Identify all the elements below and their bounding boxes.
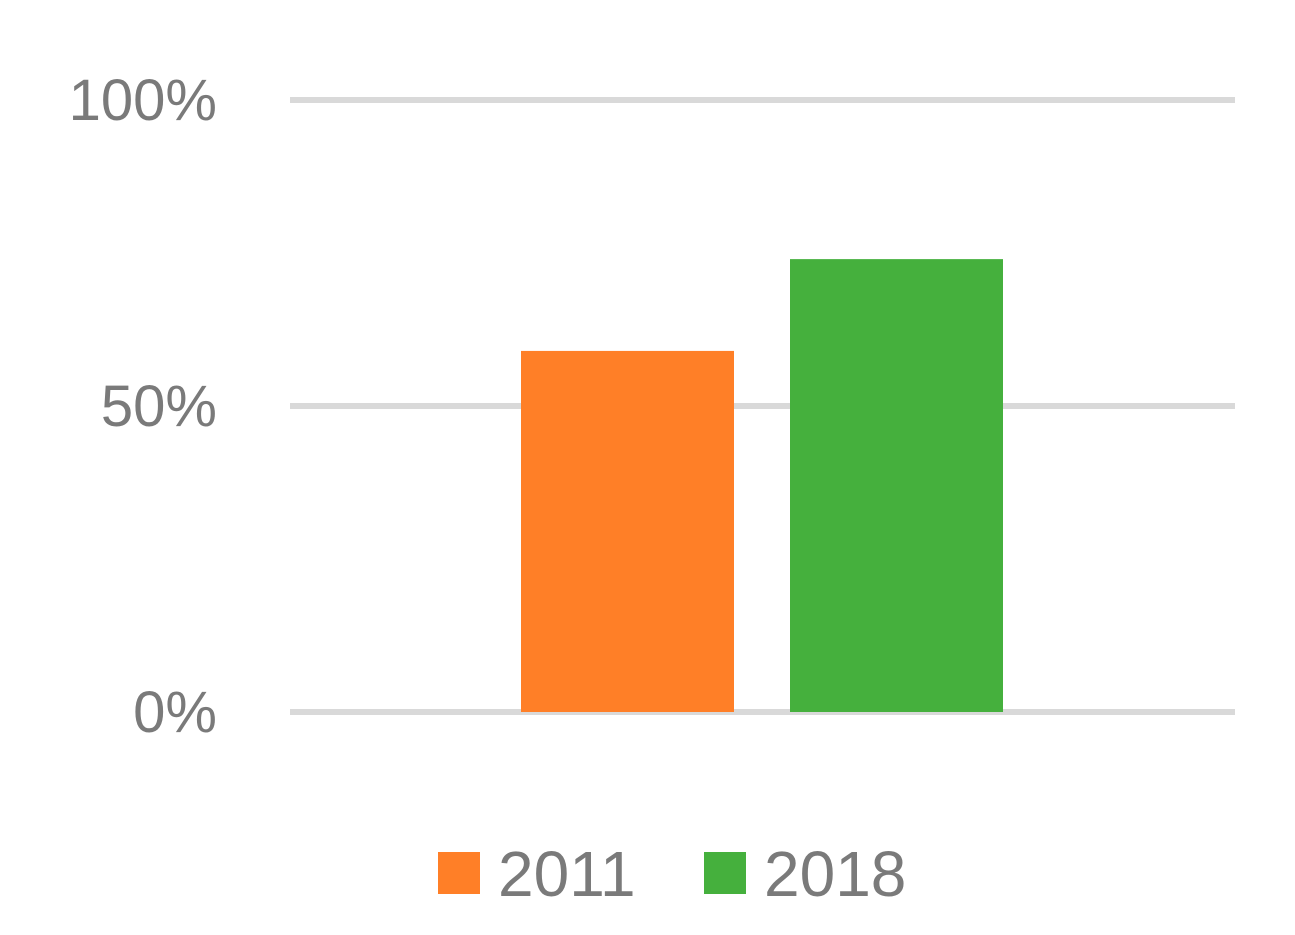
- bar-2011: [521, 350, 734, 712]
- y-tick-label: 0%: [133, 680, 217, 745]
- y-axis-tick-labels: 0% 50% 100%: [69, 68, 217, 745]
- legend-swatch: [704, 852, 746, 894]
- y-tick-label: 100%: [69, 68, 217, 133]
- legend-item-2018: 2018: [704, 838, 906, 910]
- legend-swatch: [438, 852, 480, 894]
- bar-2018: [790, 259, 1003, 712]
- bars: [521, 259, 1003, 712]
- legend-item-2011: 2011: [438, 838, 636, 910]
- legend-label: 2011: [498, 838, 636, 910]
- legend: 2011 2018: [438, 838, 906, 910]
- gridlines: [290, 97, 1235, 715]
- y-tick-label: 50%: [101, 374, 217, 439]
- legend-label: 2018: [764, 838, 906, 910]
